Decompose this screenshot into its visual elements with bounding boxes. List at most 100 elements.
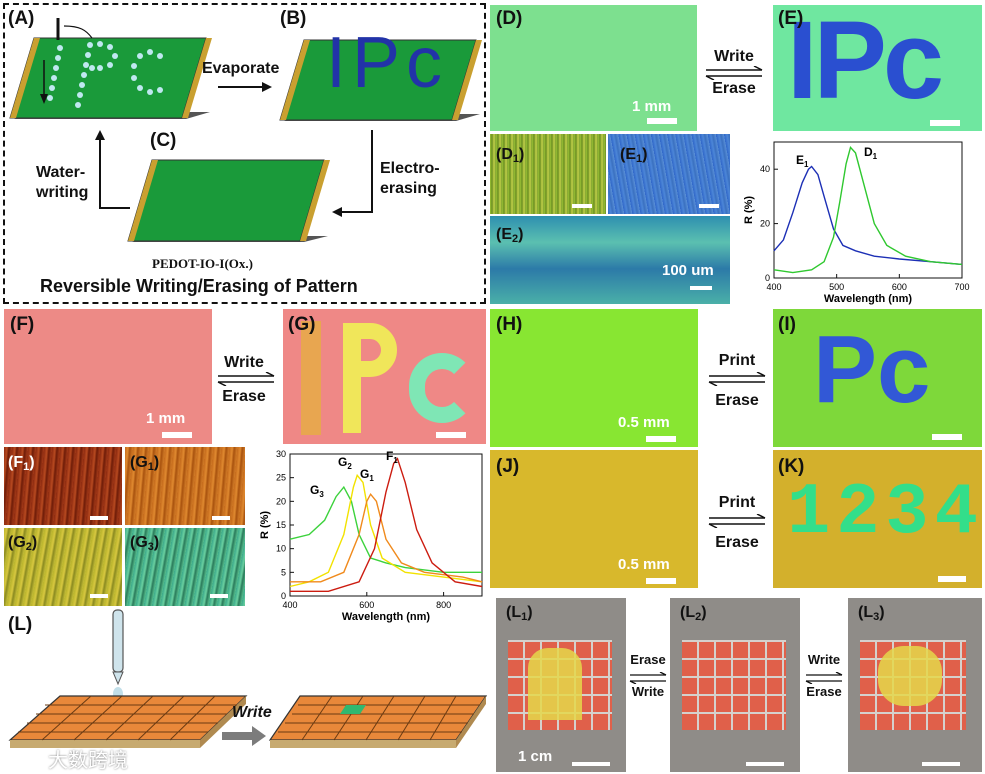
- label-l1: (L1): [506, 604, 533, 623]
- label-h: (H): [496, 314, 523, 335]
- series-label-sub: 1: [804, 160, 809, 169]
- scale-h-text: 0.5 mm: [618, 414, 670, 431]
- scale-d-bar: [647, 118, 677, 124]
- photo-e: IPc: [773, 5, 982, 131]
- label-j: (J): [496, 456, 520, 477]
- series-label-f1: F1: [386, 449, 398, 465]
- water-dots: [47, 41, 163, 108]
- series-label-sub: 1: [873, 152, 878, 161]
- series-label-d1: D1: [864, 145, 878, 161]
- x-tick-label: 400: [766, 282, 781, 292]
- erase-fg: Erase: [222, 388, 266, 405]
- micrograph-f1: [4, 447, 122, 525]
- pattern-l3: [878, 646, 942, 706]
- photo-h: [490, 309, 698, 447]
- series-line-d1: [773, 145, 963, 274]
- series-line-g3: [289, 485, 482, 573]
- micrograph-e1: [608, 134, 730, 214]
- label-g1: (G1): [130, 454, 160, 473]
- x-tick-label: 700: [954, 282, 969, 292]
- y-tick-label: 20: [276, 496, 286, 506]
- y-tick-label: 0: [281, 591, 286, 601]
- x-axis-label: Wavelength (nm): [824, 293, 913, 305]
- double-arrow-de: [705, 66, 763, 80]
- step-write-1: Water-: [36, 164, 86, 181]
- erase-l23: Erase: [806, 684, 842, 699]
- scale-f-text: 1 mm: [146, 410, 186, 427]
- y-tick-label: 30: [276, 449, 286, 459]
- plate-b: [279, 39, 482, 121]
- x-tick-label: 600: [892, 282, 907, 292]
- y-axis-label: R (%): [743, 196, 755, 224]
- pattern-text-b: IPc: [326, 23, 449, 103]
- y-tick-label: 5: [281, 567, 286, 577]
- scale-e2-bar: [690, 286, 712, 290]
- series-line-g2: [289, 473, 483, 588]
- label-d1: (D1): [496, 146, 525, 165]
- series-line-e1: [773, 165, 963, 266]
- step-write-2: writing: [36, 184, 89, 201]
- label-c: (C): [150, 130, 177, 151]
- plot-frame: [773, 141, 963, 279]
- photo-k: 1234: [773, 450, 982, 588]
- text-k: 1234: [787, 472, 982, 554]
- scale-j-text: 0.5 mm: [618, 556, 670, 573]
- micrograph-e2: [490, 216, 730, 304]
- scale-d1-bar: [572, 204, 592, 208]
- x-tick-label: 600: [359, 600, 374, 610]
- scale-f1-bar: [90, 516, 108, 520]
- y-tick-label: 0: [765, 273, 770, 283]
- label-l2: (L2): [680, 604, 707, 623]
- label-l3: (L3): [858, 604, 885, 623]
- scale-g2-bar: [90, 594, 108, 598]
- x-tick-label: 800: [436, 600, 451, 610]
- write-l: Write: [232, 704, 272, 721]
- plate-a: [9, 37, 212, 119]
- pattern-text-e: IPc: [787, 5, 944, 122]
- label-e1: (E1): [620, 146, 648, 165]
- double-arrow-fg: [217, 372, 275, 386]
- label-g3: (G3): [130, 534, 160, 553]
- x-tick-label: 500: [829, 282, 844, 292]
- write-de: Write: [714, 48, 754, 65]
- y-tick-label: 10: [276, 544, 286, 554]
- scale-g1-bar: [212, 516, 230, 520]
- text-i: Pc: [813, 316, 931, 423]
- micrograph-d1: [490, 134, 606, 214]
- step-erase-1: Electro-: [380, 160, 440, 177]
- watermark: 大数跨境: [48, 750, 128, 772]
- y-tick-label: 40: [760, 164, 770, 174]
- label-f1: (F1): [8, 454, 35, 473]
- label-i: (I): [778, 314, 796, 335]
- series-label-sub: 1: [393, 456, 398, 465]
- series-label-g1: G1: [360, 467, 374, 483]
- step-evaporate: Evaporate: [202, 60, 280, 77]
- scale-l1-bar: [572, 762, 610, 766]
- micrograph-g1: [125, 447, 245, 525]
- material-label: PEDOT-IO-I(Ox.): [152, 256, 253, 271]
- label-f: (F): [10, 314, 35, 335]
- photo-d: [490, 5, 697, 131]
- write-arrow: [99, 140, 130, 209]
- plate-c: [127, 159, 330, 242]
- label-l: (L): [8, 614, 33, 635]
- series-label-g3: G3: [310, 483, 324, 499]
- y-axis-label: R (%): [259, 511, 271, 539]
- label-g: (G): [288, 314, 316, 335]
- photo-j: [490, 450, 698, 588]
- pattern-l1: [528, 648, 582, 720]
- micrograph-g2: [4, 528, 122, 606]
- write-l23: Write: [807, 652, 841, 667]
- y-tick-label: 15: [276, 520, 286, 530]
- y-tick-label: 25: [276, 473, 286, 483]
- scale-e1-bar: [699, 204, 719, 208]
- schematic-drawing: [9, 18, 482, 242]
- write-l12: Write: [631, 684, 665, 699]
- write-fg: Write: [224, 354, 264, 371]
- print-hi: Print: [718, 352, 756, 369]
- erase-hi: Erase: [715, 392, 759, 409]
- series-label-sub: 1: [369, 474, 374, 483]
- y-tick-label: 20: [760, 219, 770, 229]
- series-line-g1: [290, 492, 483, 583]
- series-label-g2: G2: [338, 455, 352, 471]
